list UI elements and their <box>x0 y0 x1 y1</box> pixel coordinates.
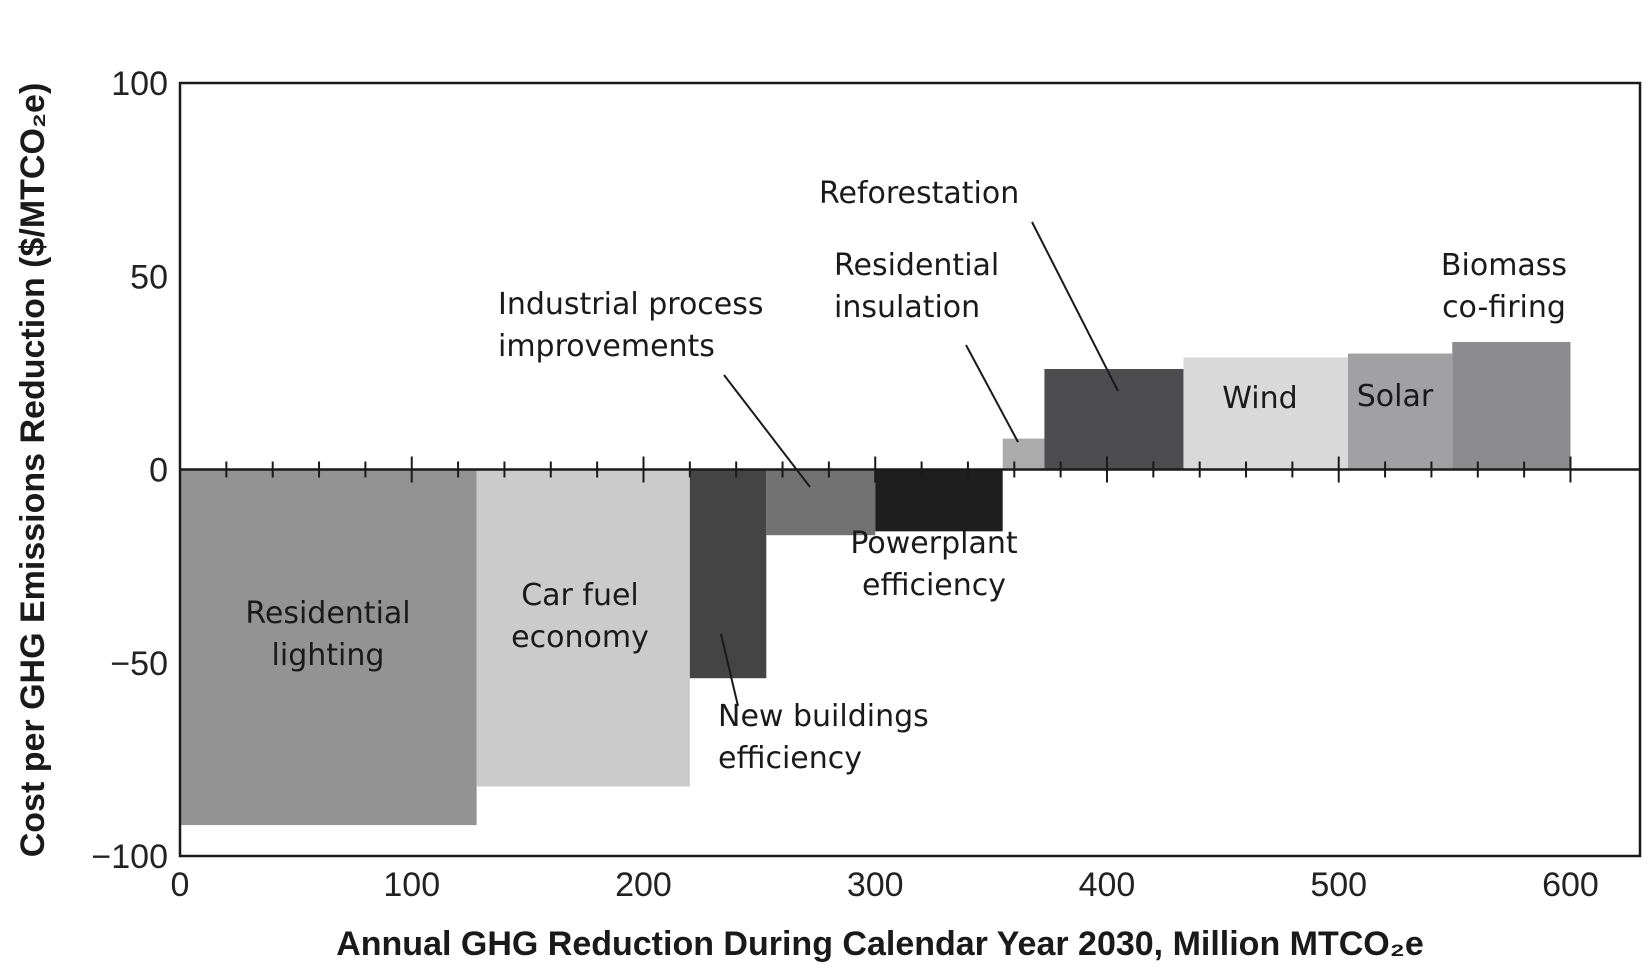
leader-new-buildings-efficiency <box>720 633 739 707</box>
y-axis-title: Cost per GHG Emissions Reduction ($/MTCO… <box>14 83 52 858</box>
label-line: economy <box>511 620 649 655</box>
label-wind: Wind <box>1222 381 1297 416</box>
leader-residential-insulation <box>965 344 1019 443</box>
label-line: efficiency <box>862 568 1006 603</box>
x-tick-label: 200 <box>615 866 672 904</box>
label-line: Industrial process <box>498 287 764 322</box>
x-tick-label: 400 <box>1079 866 1136 904</box>
label-residential-insulation: Residential insulation <box>834 248 999 325</box>
bar-residential-lighting <box>180 469 477 826</box>
axes-layer <box>178 81 1642 858</box>
label-line: Solar <box>1357 379 1434 414</box>
y-tick-label: 0 <box>149 452 168 490</box>
x-tick-label: 500 <box>1310 866 1367 904</box>
label-reforestation: Reforestation <box>819 176 1019 211</box>
label-line: Powerplant <box>850 526 1017 561</box>
y-tick-label: −50 <box>110 645 168 683</box>
label-solar: Solar <box>1357 379 1434 414</box>
x-axis-title: Annual GHG Reduction During Calendar Yea… <box>336 925 1424 963</box>
labels-layer: Residential lighting Car fuel economy New bu… <box>245 176 1567 776</box>
label-line: lighting <box>272 638 385 673</box>
label-line: efficiency <box>718 741 862 776</box>
bars-layer <box>180 341 1571 826</box>
label-industrial-process-improvements: Industrial process improvements <box>498 287 764 364</box>
label-line: Wind <box>1222 381 1297 416</box>
label-residential-lighting: Residential lighting <box>245 596 410 673</box>
bar-industrial-process-improvements <box>766 469 876 536</box>
y-tick-label: 50 <box>130 258 168 296</box>
label-line: improvements <box>498 329 715 364</box>
label-biomass-co-firing: Biomass co-firing <box>1441 248 1567 325</box>
label-line: co-firing <box>1442 290 1566 325</box>
bar-residential-insulation <box>1002 438 1045 470</box>
x-tick-label: 600 <box>1542 866 1599 904</box>
leader-reforestation <box>1031 221 1119 392</box>
bar-wind <box>1183 357 1348 470</box>
bar-powerplant-efficiency <box>875 469 1003 532</box>
bar-reforestation <box>1044 369 1184 470</box>
x-tick-label: 300 <box>847 866 904 904</box>
x-tick-label: 0 <box>171 866 190 904</box>
bar-biomass-co-firing <box>1452 341 1571 470</box>
label-line: Residential <box>245 596 410 631</box>
label-car-fuel-economy: Car fuel economy <box>511 578 649 655</box>
leaders-layer <box>720 221 1119 707</box>
bar-car-fuel-economy <box>476 469 690 787</box>
x-tick-label: 100 <box>383 866 440 904</box>
label-line: New buildings <box>718 699 929 734</box>
y-tick-label: −100 <box>91 838 168 876</box>
bar-new-buildings-efficiency <box>689 469 767 679</box>
label-line: Reforestation <box>819 176 1019 211</box>
leader-industrial-process-improvements <box>723 374 811 488</box>
label-line: Residential <box>834 248 999 283</box>
label-powerplant-efficiency: Powerplant efficiency <box>850 526 1017 603</box>
y-tick-label: 100 <box>111 65 168 103</box>
label-line: Biomass <box>1441 248 1567 283</box>
label-line: insulation <box>834 290 980 325</box>
bar-solar <box>1348 353 1453 470</box>
label-line: Car fuel <box>521 578 639 613</box>
label-new-buildings-efficiency: New buildings efficiency <box>718 699 929 776</box>
